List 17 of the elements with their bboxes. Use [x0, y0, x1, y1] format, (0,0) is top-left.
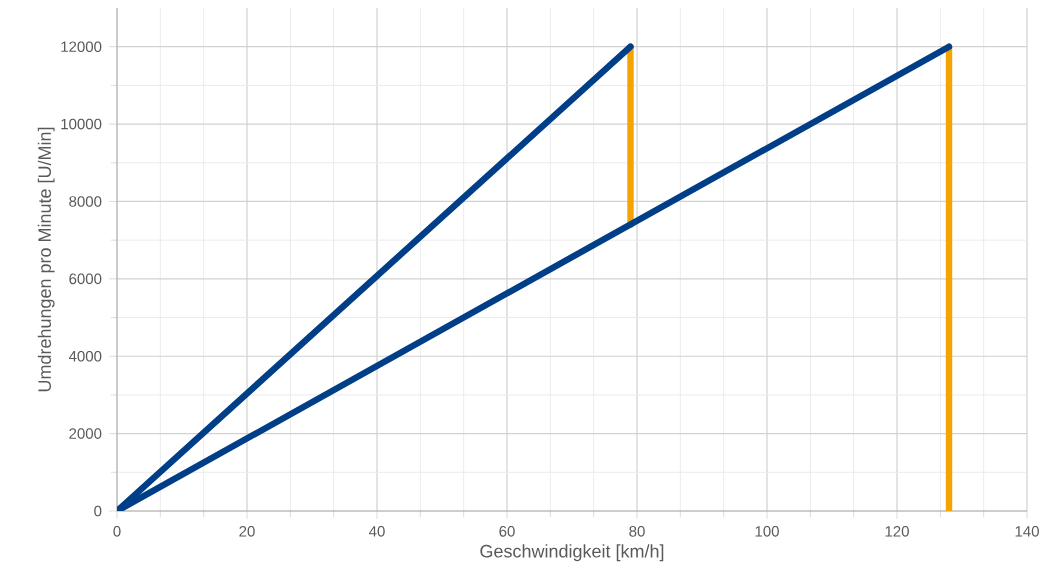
- y-tick-label: 10000: [61, 118, 102, 130]
- x-tick-label: 100: [755, 526, 779, 537]
- y-tick-label: 12000: [61, 41, 102, 53]
- y-axis-title: Umdrehungen pro Minute [U/Min]: [37, 127, 55, 392]
- x-tick-label: 120: [885, 526, 909, 537]
- y-tick-label: 8000: [69, 196, 102, 207]
- x-tick-label: 140: [1015, 526, 1039, 537]
- x-tick-label: 20: [239, 526, 255, 537]
- y-tick-label: 4000: [68, 350, 102, 362]
- x-tick-label: 40: [369, 526, 385, 537]
- y-tick-label: 0: [94, 505, 102, 517]
- x-tick-label: 0: [113, 526, 121, 537]
- x-tick-label: 80: [629, 526, 645, 537]
- y-tick-label: 2000: [69, 428, 102, 439]
- x-tick-label: 60: [499, 526, 515, 537]
- y-tick-label: 6000: [69, 273, 102, 285]
- x-axis-title: Geschwindigkeit [km/h]: [480, 544, 664, 562]
